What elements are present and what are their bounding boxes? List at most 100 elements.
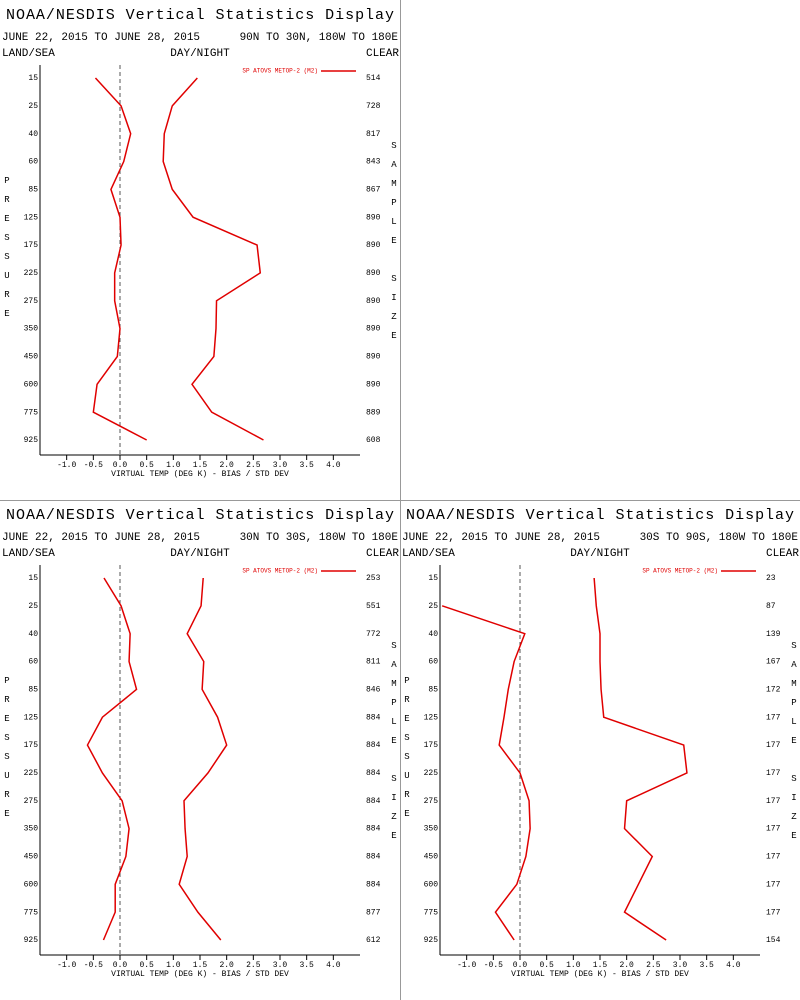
- sample-size: 177: [766, 769, 781, 778]
- x-tick-label: 2.0: [219, 461, 234, 470]
- pressure-label: 175: [24, 241, 39, 250]
- pressure-label: 15: [428, 574, 438, 583]
- x-tick-label: 1.0: [166, 461, 181, 470]
- pressure-label: 925: [24, 436, 39, 445]
- date-range: JUNE 22, 2015 TO JUNE 28, 2015: [2, 32, 200, 44]
- clear-label: CLEAR: [766, 548, 799, 560]
- x-tick-label: 3.0: [273, 961, 288, 970]
- x-tick-label: 4.0: [326, 461, 341, 470]
- x-tick-label: -0.5: [84, 961, 103, 970]
- sample-size: 177: [766, 741, 781, 750]
- sample-size-axis-title: SAMPLE SIZE: [389, 641, 399, 850]
- sample-size: 884: [366, 853, 381, 862]
- pressure-label: 775: [424, 908, 439, 917]
- sample-size: 884: [366, 825, 381, 834]
- pressure-label: 85: [28, 685, 38, 694]
- pressure-label: 60: [28, 158, 38, 167]
- bias-line: [86, 577, 138, 941]
- sample-size: 177: [766, 825, 781, 834]
- pressure-label: 600: [424, 880, 439, 889]
- chart: NOAA/NESDIS Vertical Statistics Display J…: [402, 507, 799, 979]
- sample-size: 177: [766, 908, 781, 917]
- x-tick-label: -1.0: [57, 461, 76, 470]
- pressure-label: 25: [28, 602, 38, 611]
- pressure-label: 15: [28, 574, 38, 583]
- sample-size: 87: [766, 602, 776, 611]
- x-tick-label: 1.5: [593, 961, 608, 970]
- x-tick-label: 1.5: [193, 961, 208, 970]
- sample-size: 890: [366, 353, 381, 362]
- pressure-label: 775: [24, 408, 39, 417]
- std-dev-line: [178, 577, 228, 941]
- sample-size: 177: [766, 797, 781, 806]
- pressure-label: 600: [24, 880, 39, 889]
- x-tick-label: 0.0: [513, 961, 528, 970]
- pressure-label: 60: [28, 658, 38, 667]
- pressure-label: 225: [24, 769, 39, 778]
- sample-size: 23: [766, 574, 776, 583]
- x-tick-label: 3.5: [299, 961, 314, 970]
- pressure-label: 40: [428, 630, 438, 639]
- x-tick-label: 2.5: [646, 961, 661, 970]
- sample-size: 514: [366, 74, 381, 83]
- std-dev-line: [593, 577, 688, 941]
- title: NOAA/NESDIS Vertical Statistics Display: [6, 507, 394, 524]
- pressure-label: 85: [428, 685, 438, 694]
- title: NOAA/NESDIS Vertical Statistics Display: [6, 7, 394, 24]
- chart-panel: NOAA/NESDIS Vertical Statistics Display J…: [0, 0, 400, 500]
- sample-size: 884: [366, 797, 381, 806]
- pressure-label: 350: [24, 325, 39, 334]
- day-night-label: DAY/NIGHT: [570, 548, 630, 560]
- pressure-label: 25: [428, 602, 438, 611]
- pressure-label: 450: [424, 853, 439, 862]
- std-dev-line: [162, 77, 264, 441]
- sample-size: 890: [366, 297, 381, 306]
- day-night-label: DAY/NIGHT: [170, 48, 230, 60]
- x-axis-title: VIRTUAL TEMP (DEG K) - BIAS / STD DEV: [111, 470, 289, 479]
- pressure-label: 25: [28, 102, 38, 111]
- date-range: JUNE 22, 2015 TO JUNE 28, 2015: [402, 532, 600, 544]
- pressure-label: 275: [424, 797, 439, 806]
- x-tick-label: 2.5: [246, 461, 261, 470]
- land-sea-label: LAND/SEA: [2, 48, 55, 60]
- sample-size: 167: [766, 658, 781, 667]
- sample-size: 139: [766, 630, 781, 639]
- title: NOAA/NESDIS Vertical Statistics Display: [406, 507, 794, 524]
- land-sea-label: LAND/SEA: [402, 548, 455, 560]
- pressure-label: 40: [28, 630, 38, 639]
- x-tick-label: 1.0: [566, 961, 581, 970]
- bias-line: [441, 605, 531, 941]
- sample-size: 890: [366, 241, 381, 250]
- sample-size: 172: [766, 685, 781, 694]
- sample-size: 846: [366, 685, 381, 694]
- sample-size: 177: [766, 853, 781, 862]
- chart: NOAA/NESDIS Vertical Statistics Display J…: [2, 507, 399, 979]
- x-tick-label: 2.0: [619, 961, 634, 970]
- x-tick-label: 1.0: [166, 961, 181, 970]
- x-tick-label: -0.5: [84, 461, 103, 470]
- pressure-label: 225: [424, 769, 439, 778]
- pressure-label: 350: [424, 825, 439, 834]
- sample-size: 177: [766, 713, 781, 722]
- x-tick-label: 0.5: [139, 461, 154, 470]
- x-tick-label: 3.5: [699, 961, 714, 970]
- x-tick-label: 4.0: [726, 961, 741, 970]
- pressure-axis-title: PRESSURE: [2, 176, 12, 328]
- clear-label: CLEAR: [366, 48, 399, 60]
- pressure-label: 450: [24, 353, 39, 362]
- x-tick-label: -1.0: [457, 961, 476, 970]
- sample-size: 817: [366, 130, 381, 139]
- x-tick-label: 0.0: [113, 461, 128, 470]
- x-tick-label: -1.0: [57, 961, 76, 970]
- x-tick-label: 3.0: [673, 961, 688, 970]
- sample-size: 811: [366, 658, 381, 667]
- clear-label: CLEAR: [366, 548, 399, 560]
- sample-size: 890: [366, 269, 381, 278]
- sample-size: 843: [366, 158, 381, 167]
- chart: NOAA/NESDIS Vertical Statistics Display J…: [2, 7, 399, 479]
- x-tick-label: -0.5: [484, 961, 503, 970]
- land-sea-label: LAND/SEA: [2, 548, 55, 560]
- x-tick-label: 0.5: [539, 961, 554, 970]
